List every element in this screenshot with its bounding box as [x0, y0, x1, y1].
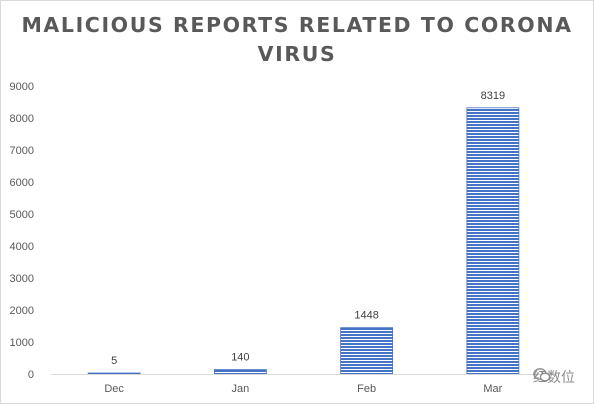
y-tick-label: 1000: [10, 337, 34, 349]
chart-title: MALICIOUS REPORTS RELATED TO CORONA VIRU…: [21, 13, 573, 66]
data-label: 1448: [354, 310, 378, 322]
y-tick-label: 9000: [10, 81, 34, 93]
bars: [87, 107, 520, 375]
data-label: 140: [231, 352, 249, 364]
data-label: 8319: [481, 90, 505, 102]
data-labels: 5 140 1448 8319: [111, 90, 505, 367]
x-tick-label: Dec: [104, 383, 124, 395]
y-tick-label: 6000: [10, 177, 34, 189]
data-label: 5: [111, 355, 117, 367]
bar-jan: [213, 369, 267, 375]
y-tick-label: 2000: [10, 305, 34, 317]
watermark: 红数位: [533, 367, 575, 387]
x-tick-label: Mar: [483, 383, 502, 395]
y-tick-label: 4000: [10, 241, 34, 253]
y-tick-label: 3000: [10, 273, 34, 285]
y-tick-label: 7000: [10, 145, 34, 157]
bar-feb: [340, 327, 394, 375]
wechat-icon: [533, 368, 551, 382]
x-tick-label: Jan: [232, 383, 250, 395]
y-tick-label: 8000: [10, 113, 34, 125]
y-axis: 0 1000 2000 3000 4000 5000 6000 7000 8000 9000: [10, 81, 34, 381]
x-tick-label: Feb: [357, 383, 376, 395]
y-tick-label: 5000: [10, 209, 34, 221]
x-axis: Dec Jan Feb Mar: [51, 374, 556, 395]
y-tick-label: 0: [28, 369, 34, 381]
bar-dec: [87, 372, 141, 375]
bar-mar: [466, 107, 520, 375]
